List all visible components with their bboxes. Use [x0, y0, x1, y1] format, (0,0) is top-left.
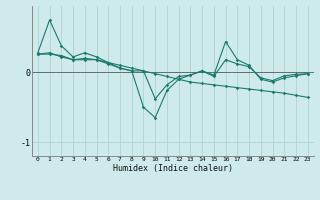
X-axis label: Humidex (Indice chaleur): Humidex (Indice chaleur) [113, 164, 233, 173]
